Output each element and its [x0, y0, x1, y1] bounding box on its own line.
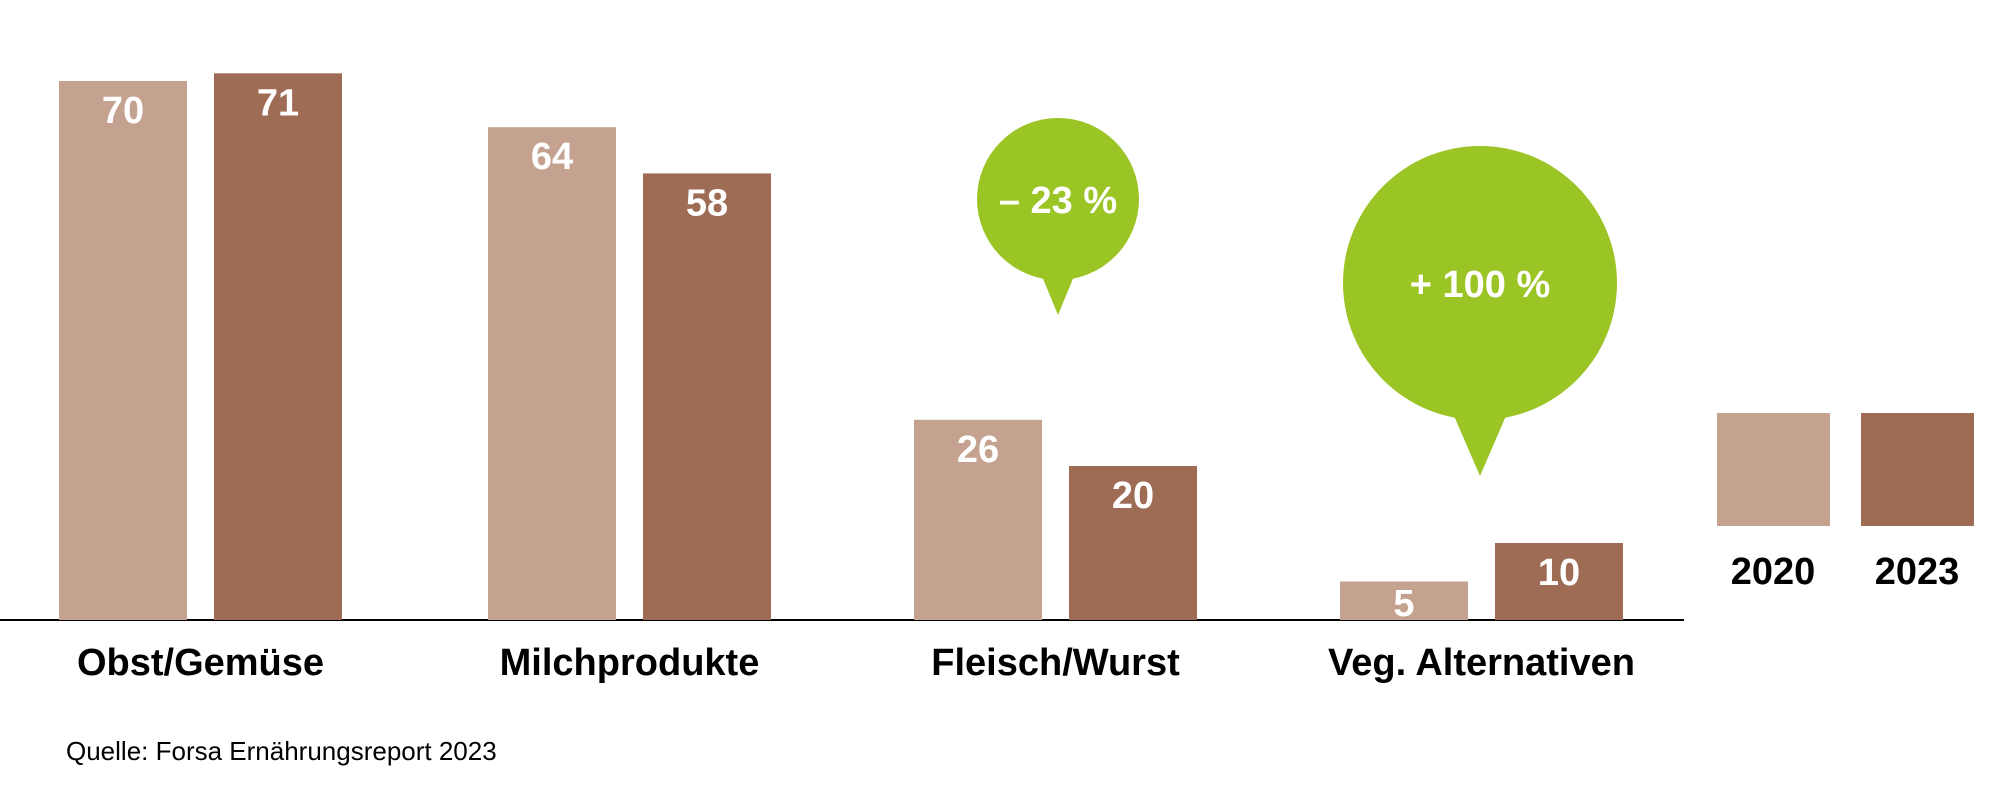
bar-2020-2 — [914, 419, 1042, 620]
data-label-2023-2: 20 — [1112, 475, 1154, 517]
bubble-circle — [1343, 146, 1617, 420]
bubble-circle — [977, 118, 1139, 280]
data-label-2020-2: 26 — [957, 429, 999, 471]
change-bubble: – 23 % — [977, 118, 1139, 315]
data-label-2020-3: 5 — [1393, 583, 1414, 625]
category-label: Veg. Alternativen — [1328, 642, 1635, 684]
category-label: Fleisch/Wurst — [931, 642, 1180, 684]
data-label-2023-0: 71 — [257, 82, 299, 124]
bubble-tail — [1449, 406, 1511, 476]
bar-2020-0 — [59, 81, 187, 620]
category-label: Obst/Gemüse — [77, 642, 324, 684]
bar-2023-0 — [214, 73, 342, 621]
legend-swatch-2023 — [1861, 413, 1974, 526]
legend-swatch-2020 — [1717, 413, 1830, 526]
legend-label-2020: 2020 — [1731, 551, 1816, 593]
data-label-2023-1: 58 — [686, 182, 728, 224]
source-note: Quelle: Forsa Ernährungsreport 2023 — [66, 736, 497, 766]
bubble-label: + 100 % — [1410, 264, 1551, 306]
bar-2023-2 — [1069, 466, 1197, 620]
bar-2020-1 — [488, 127, 616, 620]
legend-label-2023: 2023 — [1875, 551, 1960, 593]
bar-2023-3 — [1495, 543, 1623, 620]
data-label-2020-1: 64 — [531, 136, 573, 178]
bar-2023-1 — [643, 173, 771, 620]
bar-2020-3 — [1340, 581, 1468, 620]
bubble-tail — [1040, 271, 1076, 315]
data-label-2020-0: 70 — [102, 90, 144, 132]
data-label-2023-3: 10 — [1538, 552, 1580, 594]
change-bubble: + 100 % — [1343, 146, 1617, 476]
bubble-label: – 23 % — [999, 180, 1117, 222]
category-label: Milchprodukte — [500, 642, 760, 684]
